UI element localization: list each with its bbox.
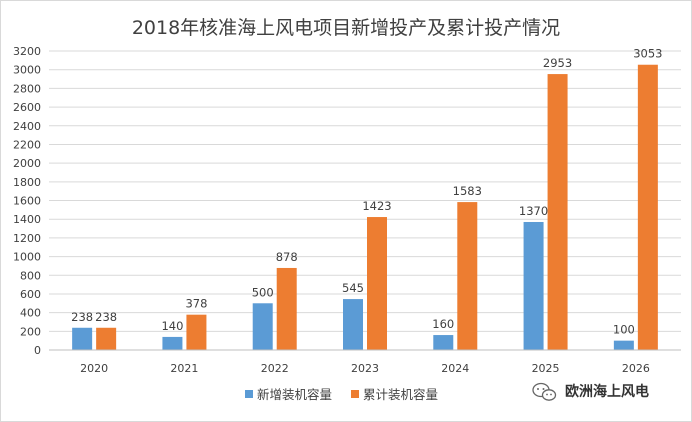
x-tick-label: 2026 [622,362,650,375]
bar-cumulative-2020 [96,327,117,350]
y-tick-label: 800 [20,269,41,282]
data-label: 1423 [362,199,391,213]
bar-cumulative-2024 [457,202,478,350]
data-label: 378 [185,297,207,311]
bar-cumulative-2023 [367,217,387,350]
y-tick-label: 2600 [13,101,41,114]
y-tick-label: 1400 [13,213,41,226]
legend: 新增装机容量 累计装机容量 [245,387,438,402]
legend-swatch [245,390,253,398]
chart-title: 2018年核准海上风电项目新增投产及累计投产情况 [132,17,560,39]
data-label: 1583 [453,184,482,198]
x-tick-label: 2020 [80,362,108,375]
y-tick-label: 0 [34,344,41,357]
data-label: 878 [276,250,298,264]
y-tick-label: 2800 [13,82,41,95]
bar-cumulative-2021 [186,314,207,350]
bar-new-2024 [433,335,454,350]
watermark: 欧洲海上风电 [532,382,649,401]
y-tick-label: 2000 [13,157,41,170]
y-tick-label: 200 [20,325,41,338]
bar-new-2021 [162,336,183,350]
legend-swatch [351,390,359,398]
data-label: 238 [71,310,93,324]
y-tick-label: 1600 [13,195,41,208]
y-tick-label: 2200 [13,138,41,151]
data-label: 140 [161,319,183,333]
y-tick-label: 3000 [13,64,41,77]
bar-new-2026 [613,340,634,350]
bar-new-2022 [252,303,273,350]
bar-cumulative-2022 [276,267,297,350]
y-tick-label: 600 [20,288,41,301]
x-tick-label: 2022 [261,362,289,375]
y-tick-label: 1800 [13,176,41,189]
data-label: 3053 [633,47,662,61]
y-tick-label: 1000 [13,251,41,264]
bar-cumulative-2026 [637,64,658,350]
watermark-text: 欧洲海上风电 [565,383,649,400]
legend-label: 累计装机容量 [363,387,438,402]
y-tick-label: 3200 [13,45,41,58]
bar-new-2023 [343,299,363,350]
data-label: 1370 [519,204,548,218]
bar-new-2020 [72,327,93,350]
y-tick-label: 1200 [13,232,41,245]
legend-label: 新增装机容量 [257,387,332,402]
x-tick-label: 2025 [532,362,560,375]
data-label: 238 [95,310,117,324]
x-tick-label: 2024 [441,362,469,375]
y-tick-label: 400 [20,307,41,320]
axes: 0 200 400 600 800 1000 1200 1400 1600 1800 2000 220… [13,45,681,375]
data-label: 2953 [543,56,572,70]
bar-cumulative-2025 [547,74,568,350]
wechat-icon [532,382,557,401]
data-label: 100 [613,323,635,337]
data-label: 545 [342,281,364,295]
bar-new-2025 [523,221,544,350]
gridlines [49,50,681,332]
x-tick-label: 2021 [170,362,198,375]
data-label: 500 [252,285,274,299]
data-label: 160 [432,317,454,331]
x-tick-label: 2023 [351,362,379,375]
y-tick-label: 2400 [13,120,41,133]
